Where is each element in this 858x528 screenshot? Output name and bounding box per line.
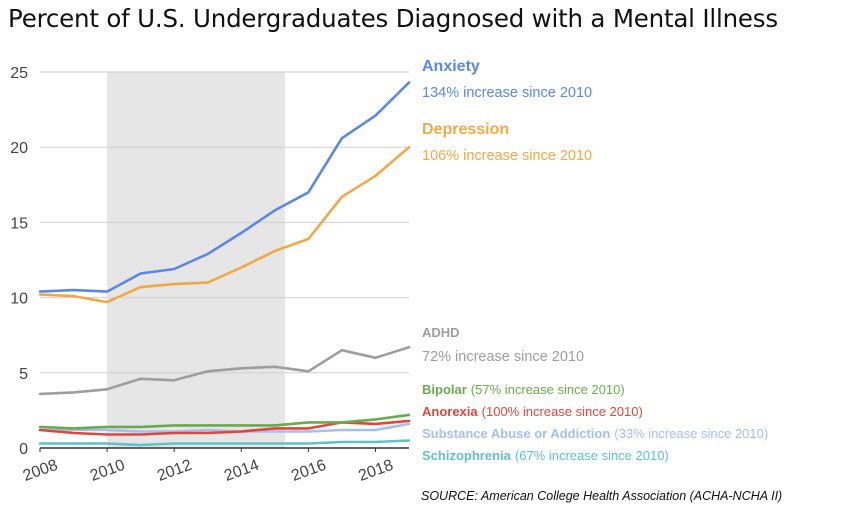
y-tick-label: 0 bbox=[19, 441, 28, 458]
series-name-label: ADHD bbox=[422, 325, 460, 340]
y-tick-label: 10 bbox=[10, 291, 28, 308]
series-note-label: (57% increase since 2010) bbox=[471, 382, 625, 397]
series-note-label: 134% increase since 2010 bbox=[422, 85, 592, 101]
y-tick-label: 5 bbox=[19, 366, 28, 383]
y-tick-label: 15 bbox=[10, 215, 28, 232]
x-tick-label: 2014 bbox=[222, 457, 261, 485]
series-lines bbox=[38, 81, 411, 447]
series-name-label: Substance Abuse or Addiction bbox=[422, 426, 610, 441]
series-name-label: Depression bbox=[422, 121, 509, 138]
chart-title: Percent of U.S. Undergraduates Diagnosed… bbox=[8, 4, 778, 33]
gridlines bbox=[40, 71, 409, 449]
y-axis-ticks: 0 5 10 15 20 25 bbox=[10, 65, 28, 458]
series-line-schizophrenia bbox=[38, 439, 411, 447]
series-name-label: Anxiety bbox=[422, 58, 480, 75]
series-note-label: (67% increase since 2010) bbox=[515, 448, 669, 463]
series-inline-label: Substance Abuse or Addiction (33% increas… bbox=[422, 426, 768, 441]
series-inline-label: Bipolar (57% increase since 2010) bbox=[422, 382, 625, 397]
series-line-substance-abuse-or-addiction bbox=[38, 422, 411, 433]
x-tick-label: 2018 bbox=[356, 457, 395, 485]
series-note-label: 72% increase since 2010 bbox=[422, 349, 584, 365]
series-note-label: (33% increase since 2010) bbox=[614, 426, 768, 441]
series-name-label: Bipolar bbox=[422, 382, 467, 397]
x-tick-label: 2010 bbox=[88, 457, 127, 485]
series-line-anxiety bbox=[38, 81, 411, 293]
x-tick-label: 2008 bbox=[21, 457, 60, 485]
series-note-label: (100% increase since 2010) bbox=[482, 404, 643, 419]
x-tick-label: 2012 bbox=[155, 457, 194, 485]
series-labels: Anxiety 134% increase since 2010 Depressio… bbox=[422, 58, 768, 463]
x-tick-label: 2016 bbox=[289, 457, 328, 485]
series-name-label: Anorexia bbox=[422, 404, 478, 419]
source-note: SOURCE: American College Health Associat… bbox=[421, 489, 783, 503]
series-inline-label: Anorexia (100% increase since 2010) bbox=[422, 404, 643, 419]
series-line-adhd bbox=[38, 345, 411, 396]
y-tick-label: 20 bbox=[10, 140, 28, 157]
y-tick-label: 25 bbox=[10, 65, 28, 82]
series-inline-label: Schizophrenia (67% increase since 2010) bbox=[422, 448, 669, 463]
x-axis-ticks: 2008 2010 2012 2014 2016 2018 bbox=[21, 448, 396, 485]
series-line-bipolar bbox=[38, 413, 411, 430]
series-note-label: 106% increase since 2010 bbox=[422, 148, 592, 164]
series-line-depression bbox=[38, 145, 411, 304]
series-name-label: Schizophrenia bbox=[422, 448, 512, 463]
